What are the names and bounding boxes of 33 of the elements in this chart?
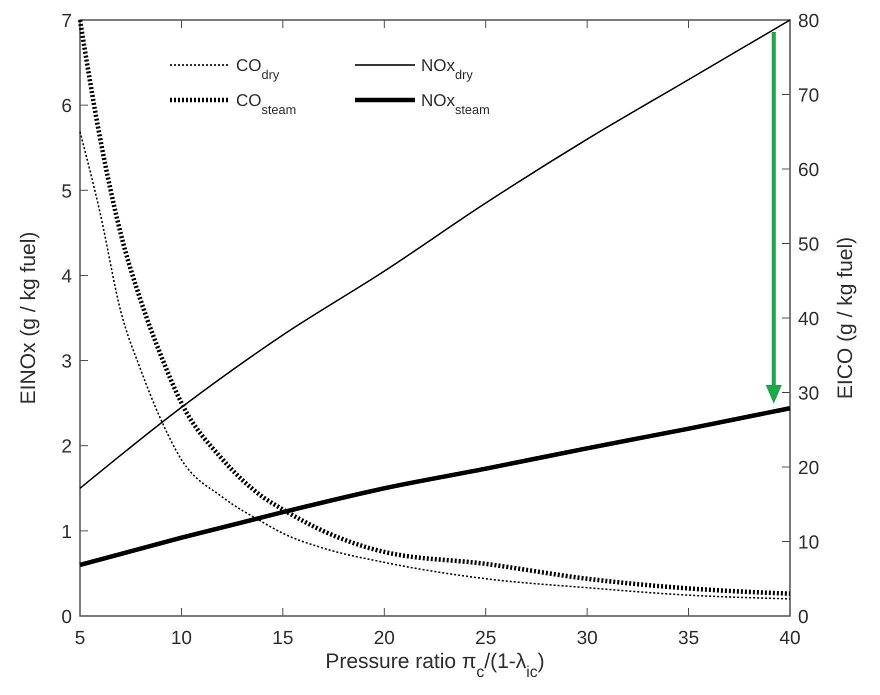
legend-label: NOx$_{steam}$ <box>421 91 490 116</box>
y2-tick-label: 70 <box>798 86 820 106</box>
y2-tick-label: 10 <box>798 532 820 554</box>
y2-tick-label: 60 <box>798 160 820 181</box>
y2-tick-label: 30 <box>798 384 820 404</box>
x-axis-title: Pressure ratio π$_{c}$/(1-λ$_{ic}$) <box>325 650 545 680</box>
y-axis-title: EINOx (g / kg fuel) <box>17 232 40 404</box>
y-tick-label: 0 <box>61 607 72 628</box>
y2-tick-label: 80 <box>798 11 820 32</box>
x-tick-label: 10 <box>170 628 192 649</box>
x-tick-label: 15 <box>272 628 294 649</box>
x-tick-label: 5 <box>74 628 86 649</box>
y-tick-label: 1 <box>61 522 72 543</box>
y-tick-label: 5 <box>61 181 72 202</box>
x-tick-label: 30 <box>576 628 598 649</box>
x-tick-label: 40 <box>779 628 801 649</box>
y2-tick-label: 40 <box>798 309 820 330</box>
line-series <box>78 18 792 596</box>
y2-tick-label: 50 <box>798 234 820 256</box>
y-tick-label: 4 <box>61 266 72 288</box>
y2-tick-label: 0 <box>798 607 809 628</box>
x-tick-label: 20 <box>374 628 395 649</box>
y-tick-label: 7 <box>61 11 72 32</box>
legend-label: NOx$_{dry}$ <box>421 56 474 82</box>
x-tick-label: 25 <box>475 628 496 649</box>
legend-label: CO$_{steam}$ <box>236 91 296 116</box>
y-tick-label: 2 <box>61 436 72 458</box>
y-tick-label: 6 <box>61 96 72 118</box>
legend-label: CO$_{dry}$ <box>236 56 280 82</box>
y2-axis-title: EICO (g / kg fuel) <box>834 236 857 400</box>
y-tick-label: 3 <box>61 352 72 373</box>
x-tick-label: 35 <box>678 628 700 649</box>
y2-tick-label: 20 <box>798 458 820 479</box>
